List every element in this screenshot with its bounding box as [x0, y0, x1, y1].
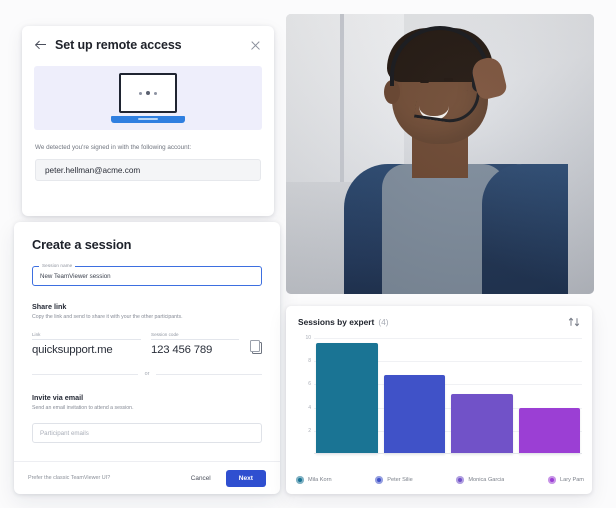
photo-ear [384, 80, 400, 104]
chart-y-tick: 10 [305, 335, 311, 341]
chart-count: (4) [378, 317, 389, 327]
legend-color-dot [296, 476, 304, 484]
share-link-field[interactable]: Link quicksupport.me [32, 332, 141, 356]
copy-icon[interactable] [249, 340, 262, 355]
create-session-title: Create a session [32, 237, 132, 252]
divider-line-left [32, 373, 138, 375]
share-link-description: Copy the link and send to share it with … [32, 314, 183, 320]
legend-label: Peter Silie [387, 477, 413, 483]
chart-plot-area: 10 8 6 4 2 [298, 335, 582, 454]
legend-color-dot [548, 476, 557, 484]
chart-baseline [314, 453, 582, 454]
chart-bar[interactable] [451, 393, 513, 454]
session-name-label: Session name [39, 263, 76, 268]
session-code-rule [151, 339, 239, 341]
share-link-label: Link [32, 332, 41, 338]
legend-color-dot [456, 476, 465, 484]
sort-icon[interactable] [568, 316, 580, 328]
chart-bar[interactable] [316, 342, 378, 454]
chart-y-tick: 6 [308, 381, 311, 388]
chart-y-tick: 4 [308, 404, 311, 411]
invite-email-placeholder: Participant emails [40, 429, 89, 437]
legend-label: Mila Korn [308, 477, 332, 483]
chart-legend: Mila Korn Peter Silie Monica Garcia Lary Pa… [296, 476, 584, 484]
chart-gridline [314, 338, 582, 339]
loading-dots-icon [139, 91, 157, 95]
back-arrow-icon[interactable] [34, 38, 48, 52]
legend-label: Lary Pam [560, 477, 584, 483]
remote-access-header: Set up remote access [22, 26, 274, 58]
invite-email-input[interactable]: Participant emails [32, 423, 262, 444]
chart-gridline [314, 384, 582, 386]
legend-item[interactable]: Lary Pam [548, 476, 584, 484]
photo-arm [482, 164, 568, 294]
session-name-input[interactable]: Session name New TeamViewer session [32, 263, 262, 286]
chart-title: Sessions by expert [298, 317, 375, 327]
session-code-value: 123 456 789 [151, 344, 213, 357]
laptop-base [111, 116, 185, 123]
account-email-value: peter.hellman@acme.com [45, 165, 141, 175]
photo-vignette [286, 14, 594, 294]
divider-line-right [156, 373, 263, 375]
divider-label: or [144, 371, 150, 378]
next-button[interactable]: Next [225, 469, 266, 487]
legend-item[interactable]: Peter Silie [375, 476, 413, 484]
close-icon[interactable] [249, 39, 262, 52]
session-code-label: Session code [151, 332, 179, 338]
sessions-by-expert-card: Sessions by expert (4) 10 8 6 4 2 Mila Korn P… [286, 306, 592, 494]
legend-item[interactable]: Monica Garcia [456, 476, 504, 484]
remote-access-card: Set up remote access We detected you're … [22, 26, 274, 216]
share-link-row: Link quicksupport.me Session code 123 45… [32, 332, 262, 356]
share-link-rule [32, 339, 141, 341]
chart-bar[interactable] [518, 407, 580, 454]
remote-access-illustration [34, 66, 262, 130]
remote-access-title: Set up remote access [55, 38, 182, 52]
or-divider: or [32, 371, 263, 378]
chart-bar[interactable] [383, 375, 445, 454]
chart-gridline [314, 361, 582, 363]
chart-header: Sessions by expert (4) [286, 306, 592, 328]
account-email-field[interactable]: peter.hellman@acme.com [35, 159, 261, 182]
laptop-icon [111, 73, 185, 123]
create-session-card: Create a session Session name New TeamVi… [14, 222, 280, 494]
chart-y-tick: 2 [308, 427, 311, 434]
legend-item[interactable]: Mila Korn [296, 476, 332, 484]
cancel-button[interactable]: Cancel [184, 471, 218, 486]
chart-y-axis: 10 8 6 4 2 [298, 335, 314, 454]
photo-smile [419, 106, 449, 120]
chart-bars [316, 338, 580, 454]
invite-email-heading: Invite via email [32, 393, 84, 403]
create-session-footer: Prefer the classic TeamViewer UI? Cancel… [14, 461, 280, 494]
remote-access-note: We detected you're signed in with the fo… [35, 144, 192, 151]
laptop-screen [119, 73, 177, 113]
session-name-value: New TeamViewer session [40, 272, 111, 280]
classic-ui-link[interactable]: Prefer the classic TeamViewer UI? [28, 475, 111, 481]
share-link-heading: Share link [32, 302, 67, 311]
legend-color-dot [375, 476, 384, 484]
legend-label: Monica Garcia [468, 477, 505, 483]
chart-gridline [314, 407, 582, 409]
share-link-value: quicksupport.me [32, 344, 113, 357]
invite-email-description: Send an email invitation to attend a ses… [32, 405, 134, 412]
chart-y-tick: 8 [308, 358, 311, 365]
session-code-field[interactable]: Session code 123 456 789 [151, 332, 239, 356]
support-expert-photo [286, 14, 594, 294]
chart-gridline [314, 430, 582, 432]
